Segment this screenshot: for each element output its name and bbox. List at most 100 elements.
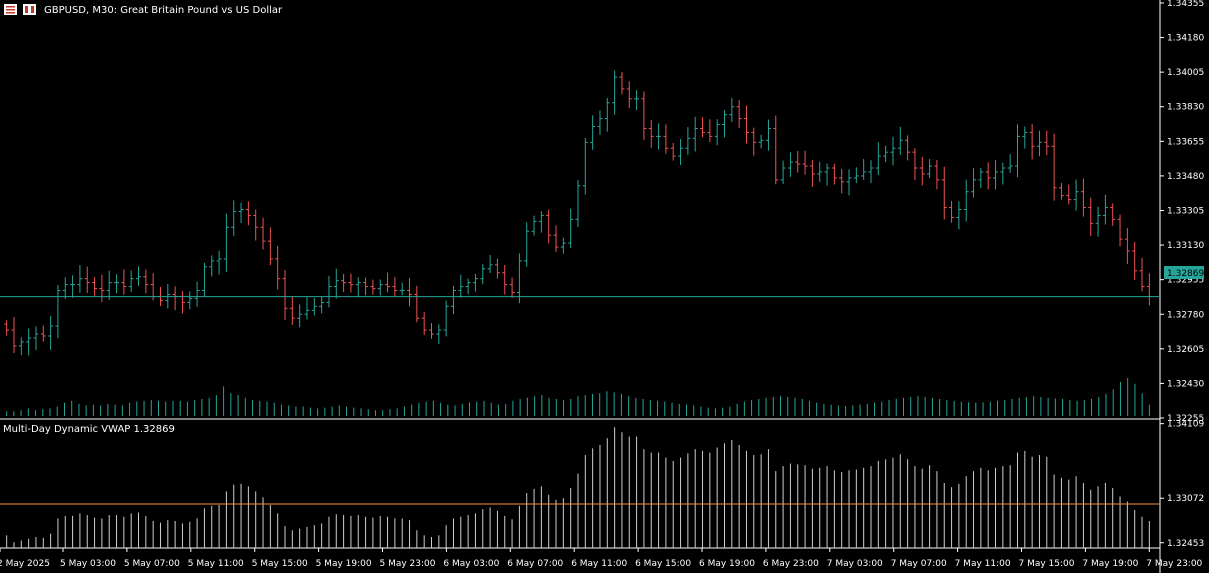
- price-bar: [509, 277, 515, 298]
- price-bar: [48, 315, 54, 350]
- time-tick-label: 6 May 15:00: [635, 559, 691, 569]
- price-bar: [941, 166, 947, 220]
- price-bar: [84, 266, 90, 293]
- price-bar: [26, 328, 32, 356]
- price-bar: [77, 265, 83, 293]
- time-tick-label: 5 May 03:00: [60, 559, 116, 569]
- time-tick-label: 6 May 03:00: [443, 559, 499, 569]
- price-bar: [99, 274, 105, 302]
- price-bar: [839, 168, 845, 194]
- price-tick-label: 1.34005: [1167, 68, 1204, 78]
- price-tick-label: 1.32780: [1167, 310, 1204, 320]
- price-bar: [33, 326, 39, 351]
- vwap-histogram: [6, 427, 1150, 548]
- price-bar: [1066, 184, 1072, 205]
- price-bar: [546, 209, 552, 244]
- price-bar: [809, 160, 815, 187]
- price-bar: [597, 110, 603, 135]
- current-price-label: 1.32869: [1167, 269, 1204, 279]
- price-bar: [194, 281, 200, 307]
- price-bar: [765, 119, 771, 151]
- price-bar: [70, 275, 76, 298]
- price-bar: [1058, 182, 1064, 200]
- price-bar: [209, 255, 215, 277]
- time-tick-label: 7 May 03:00: [827, 559, 883, 569]
- price-bar: [905, 135, 911, 161]
- price-bar: [223, 213, 229, 272]
- price-bar: [414, 285, 420, 323]
- price-bar: [311, 297, 317, 316]
- price-bar: [831, 163, 837, 185]
- price-bar: [253, 209, 259, 241]
- price-tick-label: 1.32605: [1167, 345, 1204, 355]
- price-bar: [216, 250, 222, 275]
- price-bar: [971, 168, 977, 198]
- price-bar: [619, 72, 625, 95]
- price-bar: [780, 160, 786, 185]
- volume-bars: [6, 378, 1150, 416]
- price-bar: [1029, 124, 1035, 160]
- price-bar: [4, 320, 10, 336]
- time-tick-label: 6 May 23:00: [763, 559, 819, 569]
- price-bar: [450, 285, 456, 315]
- price-bar: [685, 127, 691, 155]
- price-tick-label: 1.34355: [1167, 0, 1204, 9]
- time-tick-label: 7 May 11:00: [955, 559, 1011, 569]
- indicator-tick-label: 1.32453: [1167, 539, 1204, 549]
- price-bar: [106, 270, 112, 300]
- price-bar: [55, 284, 61, 339]
- price-bar: [934, 159, 940, 190]
- price-bar: [802, 150, 808, 175]
- price-bar: [443, 300, 449, 337]
- price-bar: [678, 139, 684, 165]
- price-bar: [663, 124, 669, 154]
- chart-window-icon[interactable]: [23, 4, 36, 15]
- price-bar: [817, 161, 823, 182]
- price-bar: [319, 296, 325, 314]
- time-tick-label: 5 May 15:00: [252, 559, 308, 569]
- indicator-tick-label: 1.33072: [1167, 494, 1204, 504]
- price-bar: [407, 277, 413, 307]
- time-tick-label: 7 May 19:00: [1082, 559, 1138, 569]
- price-bar: [575, 180, 581, 228]
- price-bar: [377, 279, 383, 296]
- price-tick-label: 1.33480: [1167, 172, 1204, 182]
- price-bar: [516, 253, 522, 304]
- price-tick-label: 1.33655: [1167, 137, 1204, 147]
- price-bar: [795, 151, 801, 173]
- price-bar: [861, 158, 867, 180]
- price-bar: [897, 126, 903, 155]
- price-bar: [92, 276, 98, 296]
- price-bar: [963, 179, 969, 222]
- time-tick-label: 5 May 23:00: [380, 559, 436, 569]
- indicator-price-axis: 1.34109 1.33072 1.32453: [1160, 420, 1204, 549]
- price-bar: [692, 116, 698, 152]
- price-bar: [524, 222, 530, 267]
- time-tick-label: 2 May 2025: [0, 559, 50, 569]
- price-bar: [1073, 179, 1079, 211]
- menu-icon[interactable]: [4, 4, 17, 15]
- price-bar: [568, 208, 574, 248]
- price-bar: [604, 97, 610, 132]
- price-bar: [1102, 194, 1108, 225]
- time-tick-label: 6 May 11:00: [571, 559, 627, 569]
- price-bar: [1139, 257, 1145, 292]
- price-bar: [927, 159, 933, 179]
- price-bar: [465, 278, 471, 295]
- time-tick-label: 5 May 07:00: [124, 559, 180, 569]
- price-bar: [751, 127, 757, 156]
- price-bar: [560, 237, 566, 254]
- price-bar: [494, 258, 500, 279]
- price-bar: [538, 211, 544, 233]
- price-bar: [18, 337, 24, 356]
- price-bar: [238, 202, 244, 224]
- price-tick-label: 1.34180: [1167, 34, 1204, 44]
- price-bar: [487, 254, 493, 274]
- price-bar: [275, 245, 281, 290]
- price-bar: [978, 167, 984, 189]
- price-bar: [333, 268, 339, 299]
- price-bar: [304, 297, 310, 320]
- price-bar: [700, 117, 706, 138]
- price-bar: [1007, 154, 1013, 173]
